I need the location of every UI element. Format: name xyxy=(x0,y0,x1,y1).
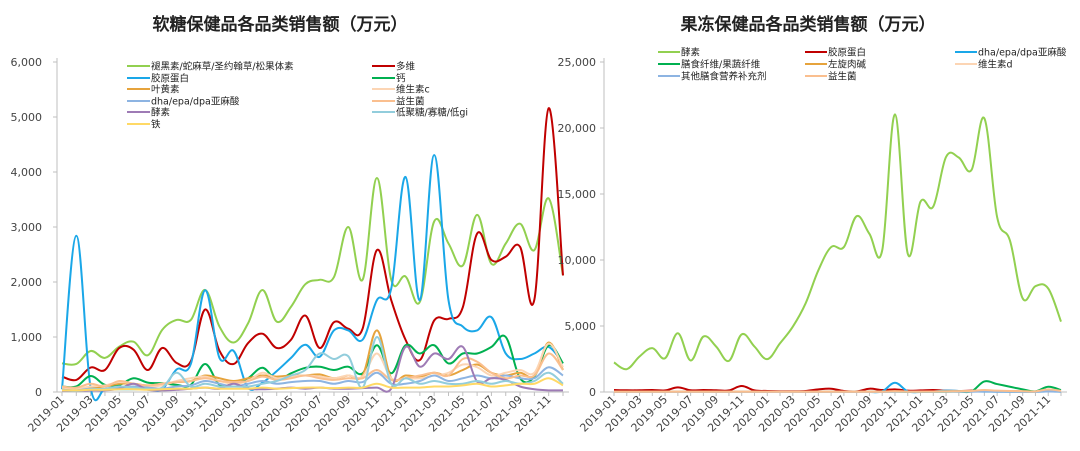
legend-label: 维生素d xyxy=(978,59,1013,71)
series-line-0 xyxy=(61,177,564,366)
series-line-1 xyxy=(61,107,564,382)
y-tick-label: 25,000 xyxy=(558,56,597,69)
series-line-7 xyxy=(61,352,564,389)
series-points-10 xyxy=(61,378,564,391)
chart-title-jelly: 果冻保健品各品类销售额（万元） xyxy=(680,15,936,35)
series-points-1 xyxy=(61,108,564,380)
series-line-7 xyxy=(614,388,1062,393)
series-points-0 xyxy=(613,114,1062,370)
legend-label: 钙 xyxy=(396,73,406,85)
chart-title-gummy: 软糖保健品各品类销售额（万元） xyxy=(152,15,408,35)
legend-label: 低聚糖/寡糖/低gi xyxy=(396,107,468,119)
legend-label: 维生素c xyxy=(396,84,430,96)
legend-label: 酵素 xyxy=(151,107,171,119)
legend-label: 酵素 xyxy=(681,47,701,59)
series-line-10 xyxy=(61,377,564,392)
legend-label: 胶原蛋白 xyxy=(151,73,189,85)
chart-1: 05,00010,00015,00020,00025,0002019-01201… xyxy=(558,47,1067,435)
y-tick-label: 10,000 xyxy=(558,254,597,267)
legend-label: 叶黄素 xyxy=(151,84,180,96)
y-tick-label: 5,000 xyxy=(11,111,43,124)
legend-label: 铁 xyxy=(151,119,161,131)
series-line-0 xyxy=(613,113,1062,371)
legend-label: 褪黑素/蛇麻草/圣约翰草/松果体素 xyxy=(151,61,294,73)
series-line-2 xyxy=(61,153,564,402)
y-tick-label: 0 xyxy=(35,386,42,399)
legend-label: 益生菌 xyxy=(828,71,857,83)
series-line-6 xyxy=(61,366,564,392)
legend-label: 胶原蛋白 xyxy=(828,47,866,59)
legend-label: 益生菌 xyxy=(396,96,425,108)
legend-label: 其他膳食营养补充剂 xyxy=(681,71,767,83)
legend-label: 多维 xyxy=(396,61,416,73)
y-tick-label: 0 xyxy=(589,386,596,399)
y-tick-label: 1,000 xyxy=(11,331,43,344)
legend-label: 膳食纤维/果蔬纤维 xyxy=(681,59,761,71)
y-tick-label: 3,000 xyxy=(11,221,43,234)
y-tick-label: 4,000 xyxy=(11,166,43,179)
chart-0: 01,0002,0003,0004,0005,0006,0002019-0120… xyxy=(11,56,569,435)
legend-label: 左旋肉碱 xyxy=(828,59,867,71)
series-points-0 xyxy=(61,178,564,364)
y-tick-label: 6,000 xyxy=(11,56,43,69)
y-tick-label: 2,000 xyxy=(11,276,43,289)
legend-label: dha/epa/dpa亚麻酸 xyxy=(151,96,240,108)
legend-label: dha/epa/dpa亚麻酸 xyxy=(978,47,1067,59)
series-points-7 xyxy=(613,389,1062,392)
series-line-9 xyxy=(61,335,564,392)
series-line-3 xyxy=(61,334,564,389)
y-tick-label: 20,000 xyxy=(558,122,597,135)
y-tick-label: 15,000 xyxy=(558,188,597,201)
y-tick-label: 5,000 xyxy=(565,320,597,333)
